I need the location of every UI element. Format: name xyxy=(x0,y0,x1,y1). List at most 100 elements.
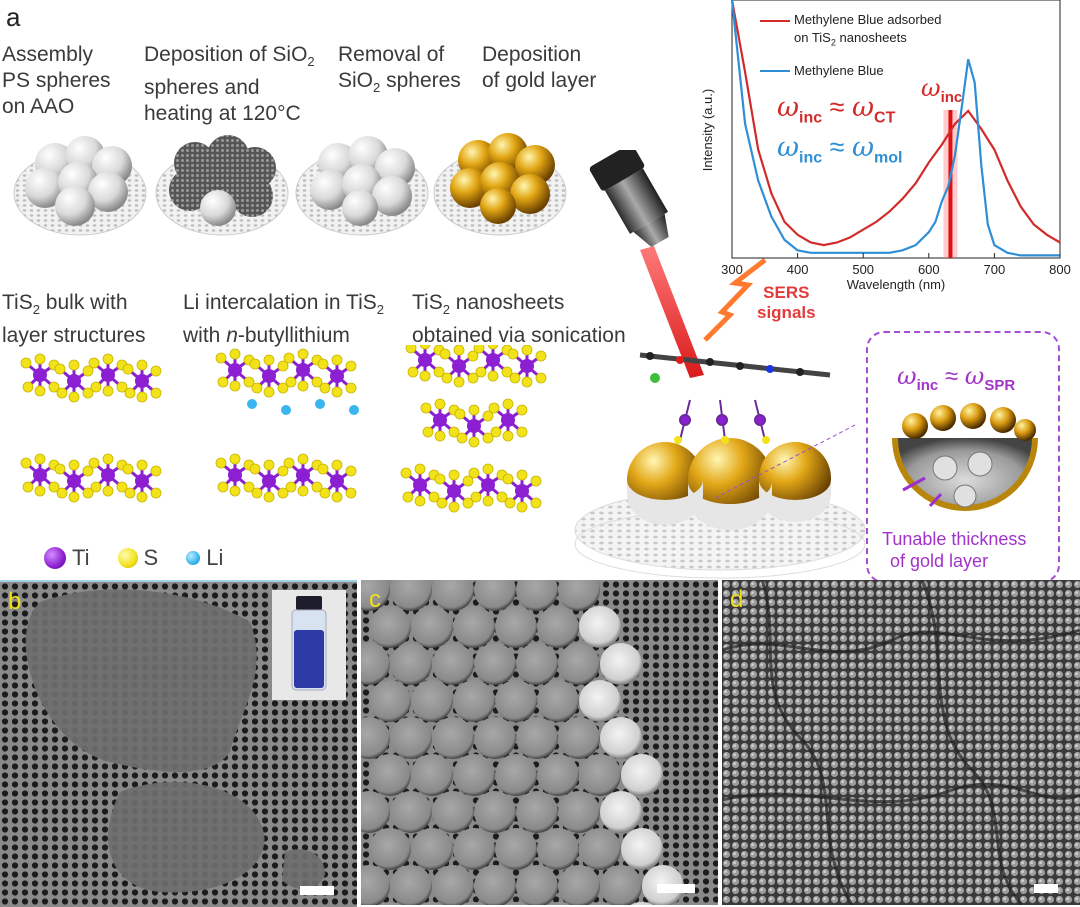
step-2-figure xyxy=(155,135,289,236)
step-3-line-2: SiO xyxy=(338,69,374,92)
x-tick-label-0: 300 xyxy=(721,262,743,277)
panel-d-letter: d xyxy=(730,586,744,613)
sem-image-c xyxy=(361,580,718,905)
scale-bar-b xyxy=(300,886,334,895)
ct-left-sub: inc xyxy=(799,109,823,127)
chart-frame xyxy=(731,0,1061,259)
tis2-bulk-sub: 2 xyxy=(32,302,40,318)
sem-image-d xyxy=(722,580,1080,905)
spr-inc-sub: inc xyxy=(916,376,939,394)
spr-omega-spr: ω xyxy=(964,362,985,390)
chart-series-line-1 xyxy=(730,0,1060,257)
absorption-spectrum-chart: 300 400 500 600 700 800 Wavelength (nm) Inten… xyxy=(700,0,1071,292)
li-intercalation-line-2b: n xyxy=(226,324,238,348)
step-3-figure xyxy=(295,136,429,236)
s-legend-label: S xyxy=(143,545,159,570)
tis2-bulk-line-1a: TiS xyxy=(2,291,33,314)
li-intercalation-line-1: Li intercalation in TiS xyxy=(183,291,377,314)
charge-transfer-equation: ωinc ≈ ωCT xyxy=(777,92,895,127)
spr-approx: ≈ xyxy=(944,363,959,390)
gold-half-shell-illustration xyxy=(892,403,1038,511)
x-tick-label-4: 700 xyxy=(984,262,1006,277)
mol-right-sub: mol xyxy=(874,149,903,167)
excitation-band xyxy=(948,110,953,258)
methylene-blue-molecule xyxy=(639,352,831,383)
mol-approx: ≈ xyxy=(822,132,852,162)
sem-panel-d: d xyxy=(722,580,1080,905)
raman-setup-illustration xyxy=(589,150,767,378)
sers-signal-bolt-icon xyxy=(703,258,767,342)
tis2-bulk-line-1b: bulk with xyxy=(39,291,128,314)
step-1-line-2: PS spheres xyxy=(2,69,111,92)
sers-label-line-1: SERS xyxy=(763,283,810,302)
step-2-line-1: Deposition of SiO xyxy=(144,43,308,66)
sem-panel-c: c xyxy=(361,580,718,905)
ti-legend-dot xyxy=(44,547,66,569)
tis2-nanosheets-line-1a: TiS xyxy=(412,291,443,314)
step-2-sub: 2 xyxy=(307,54,315,70)
mol-omega-right: ω xyxy=(851,132,875,163)
ct-omega-left: ω xyxy=(777,92,800,123)
step-1-label: Assembly PS spheres on AAO xyxy=(2,42,111,120)
legend-red-line-1: Methylene Blue adsorbed xyxy=(794,12,942,27)
s-legend-dot xyxy=(117,548,138,568)
crystal-structures-illustration xyxy=(20,345,547,513)
tis2-nanosheets-label: TiS2 nanosheets obtained via sonication xyxy=(412,290,626,349)
tis2-nanosheets-sub: 2 xyxy=(442,302,450,318)
x-tick-label-3: 600 xyxy=(918,262,940,277)
step-3-label: Removal of SiO2 spheres xyxy=(338,42,461,101)
legend-entry-mb-tis2: Methylene Blue adsorbed on TiS2 nanoshee… xyxy=(760,11,941,52)
sers-signals-label: SERS signals xyxy=(757,283,816,323)
step-2-label: Deposition of SiO2 spheres and heating a… xyxy=(144,42,315,127)
legend-red-tail: nanosheets xyxy=(835,30,907,45)
mol-omega-left: ω xyxy=(777,132,800,163)
molecular-resonance-equation: ωinc ≈ ωmol xyxy=(777,132,902,167)
chart-xlabel: Wavelength (nm) xyxy=(847,277,946,292)
fabrication-steps-illustration xyxy=(13,133,567,236)
li-legend-label: Li xyxy=(206,545,224,570)
scale-bar-d xyxy=(1034,884,1058,893)
ti-legend-label: Ti xyxy=(72,545,90,570)
tis2-nanosheets-line-1b: nanosheets xyxy=(449,291,565,314)
tis2-nanosheet-on-substrate xyxy=(674,399,770,444)
step-3-line-3: spheres xyxy=(386,69,461,92)
step-4-line-2: of gold layer xyxy=(482,69,597,92)
legend-red-sub: 2 xyxy=(830,37,836,48)
ct-right-sub: CT xyxy=(874,109,896,127)
omega-inc-annotation: ωinc xyxy=(921,74,962,106)
li-intercalation-label: Li intercalation in TiS2 with n-butyllit… xyxy=(183,290,384,349)
ct-approx: ≈ xyxy=(822,92,852,122)
chart-legend: Methylene Blue adsorbed on TiS2 nanoshee… xyxy=(760,11,941,80)
tis2-bulk-label: TiS2 bulk with layer structures xyxy=(2,290,146,349)
chart-series-line-0 xyxy=(730,0,1061,247)
step-1-figure xyxy=(13,136,147,236)
legend-entry-mb: Methylene Blue xyxy=(760,62,941,80)
x-tick-label-2: 500 xyxy=(852,262,874,277)
step-2-line-3: heating at 120°C xyxy=(144,102,301,126)
tis2-nanosheets-line-2: obtained via sonication xyxy=(412,324,626,348)
li-intercalation-line-2a: with xyxy=(183,324,227,348)
chart-ylabel: Intensity (a.u.) xyxy=(700,89,715,171)
step-2-line-2: spheres and xyxy=(144,76,260,100)
gold-thickness-caption: Tunable thickness of gold layer xyxy=(882,528,1026,572)
legend-red-line-2: on TiS xyxy=(794,30,831,45)
legend-swatch-blue xyxy=(760,69,790,72)
tis2-nanosheet-structure xyxy=(400,345,547,513)
x-tick-label-5: 800 xyxy=(1049,262,1071,277)
element-legend: Ti S Li xyxy=(44,545,223,571)
omega-inc-sub: inc xyxy=(940,88,963,106)
laser-beam xyxy=(640,246,704,378)
mol-left-sub: inc xyxy=(799,149,823,167)
li-intercalated-structure xyxy=(215,348,359,503)
scale-bar-c xyxy=(657,884,695,893)
step-4-label: Deposition of gold layer xyxy=(482,42,596,94)
li-intercalation-sub: 2 xyxy=(376,302,385,318)
gold-thickness-line-2: of gold layer xyxy=(890,551,989,571)
panel-b-letter: b xyxy=(8,588,22,615)
sem-panel-b: b xyxy=(0,580,357,907)
sem-image-b xyxy=(0,582,357,907)
li-intercalation-line-2c: -butyllithium xyxy=(237,324,350,348)
sers-substrate-illustration xyxy=(574,352,866,579)
sers-label-line-2: signals xyxy=(757,303,816,322)
legend-swatch-red xyxy=(760,20,790,22)
